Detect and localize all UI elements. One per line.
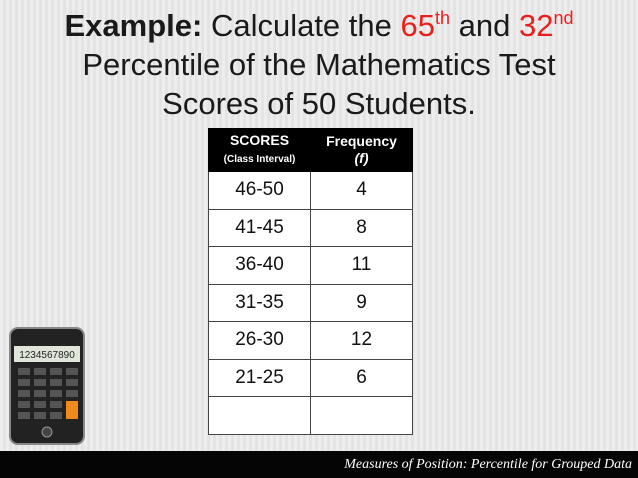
title-text: and [458, 8, 511, 43]
frequency-cell: 4 [310, 171, 413, 210]
table-row: 21-25 6 [208, 358, 413, 397]
table-row: 31-35 9 [208, 283, 413, 322]
title-number: 32 [519, 8, 554, 43]
header-subtext: (f) [354, 150, 369, 166]
footer-text: Measures of Position: Percentile for Gro… [344, 457, 632, 472]
score-cell: 31-35 [208, 283, 311, 322]
score-cell: 46-50 [208, 171, 311, 210]
table-row: 36-40 11 [208, 246, 413, 285]
table-row: 41-45 8 [208, 208, 413, 247]
score-cell: 26-30 [208, 321, 311, 360]
title-text: Calculate the [210, 8, 392, 43]
header-text: SCORES [229, 132, 290, 148]
calculator-icon: 1234567890 [9, 327, 85, 445]
frequency-cell: 12 [310, 321, 413, 360]
empty-row [208, 396, 413, 435]
header-cell: SCORES (Class Interval) [208, 128, 311, 172]
table-row: 46-50 4 [208, 171, 413, 210]
score-cell: 41-45 [208, 208, 311, 247]
title-number: 65 [400, 8, 435, 43]
title-suffix: nd [553, 8, 574, 28]
score-cell: 36-40 [208, 246, 311, 285]
footer-bar: Measures of Position: Percentile for Gro… [0, 451, 638, 478]
frequency-table: SCORES (Class Interval) Frequency (f) 46-5… [208, 128, 413, 435]
title-suffix: th [435, 8, 451, 28]
header-text: Frequency [326, 133, 397, 149]
table-row: 26-30 12 [208, 321, 413, 360]
title: Example: Calculate the 65th and 32nd Per… [0, 6, 638, 123]
score-cell: 21-25 [208, 358, 311, 397]
title-line: Scores of 50 Students. [162, 86, 476, 121]
calculator-display: 1234567890 [19, 350, 75, 361]
header-subtext: (Class Interval) [223, 154, 296, 165]
empty-cell [310, 396, 413, 435]
header-row: SCORES (Class Interval) Frequency (f) [208, 128, 413, 172]
header-cell: Frequency (f) [310, 128, 413, 172]
frequency-cell: 6 [310, 358, 413, 397]
frequency-cell: 11 [310, 246, 413, 285]
title-line: Percentile of the Mathematics Test [82, 47, 556, 82]
frequency-cell: 8 [310, 208, 413, 247]
title-label: Example: [64, 8, 203, 43]
empty-cell [208, 396, 311, 435]
frequency-cell: 9 [310, 283, 413, 322]
